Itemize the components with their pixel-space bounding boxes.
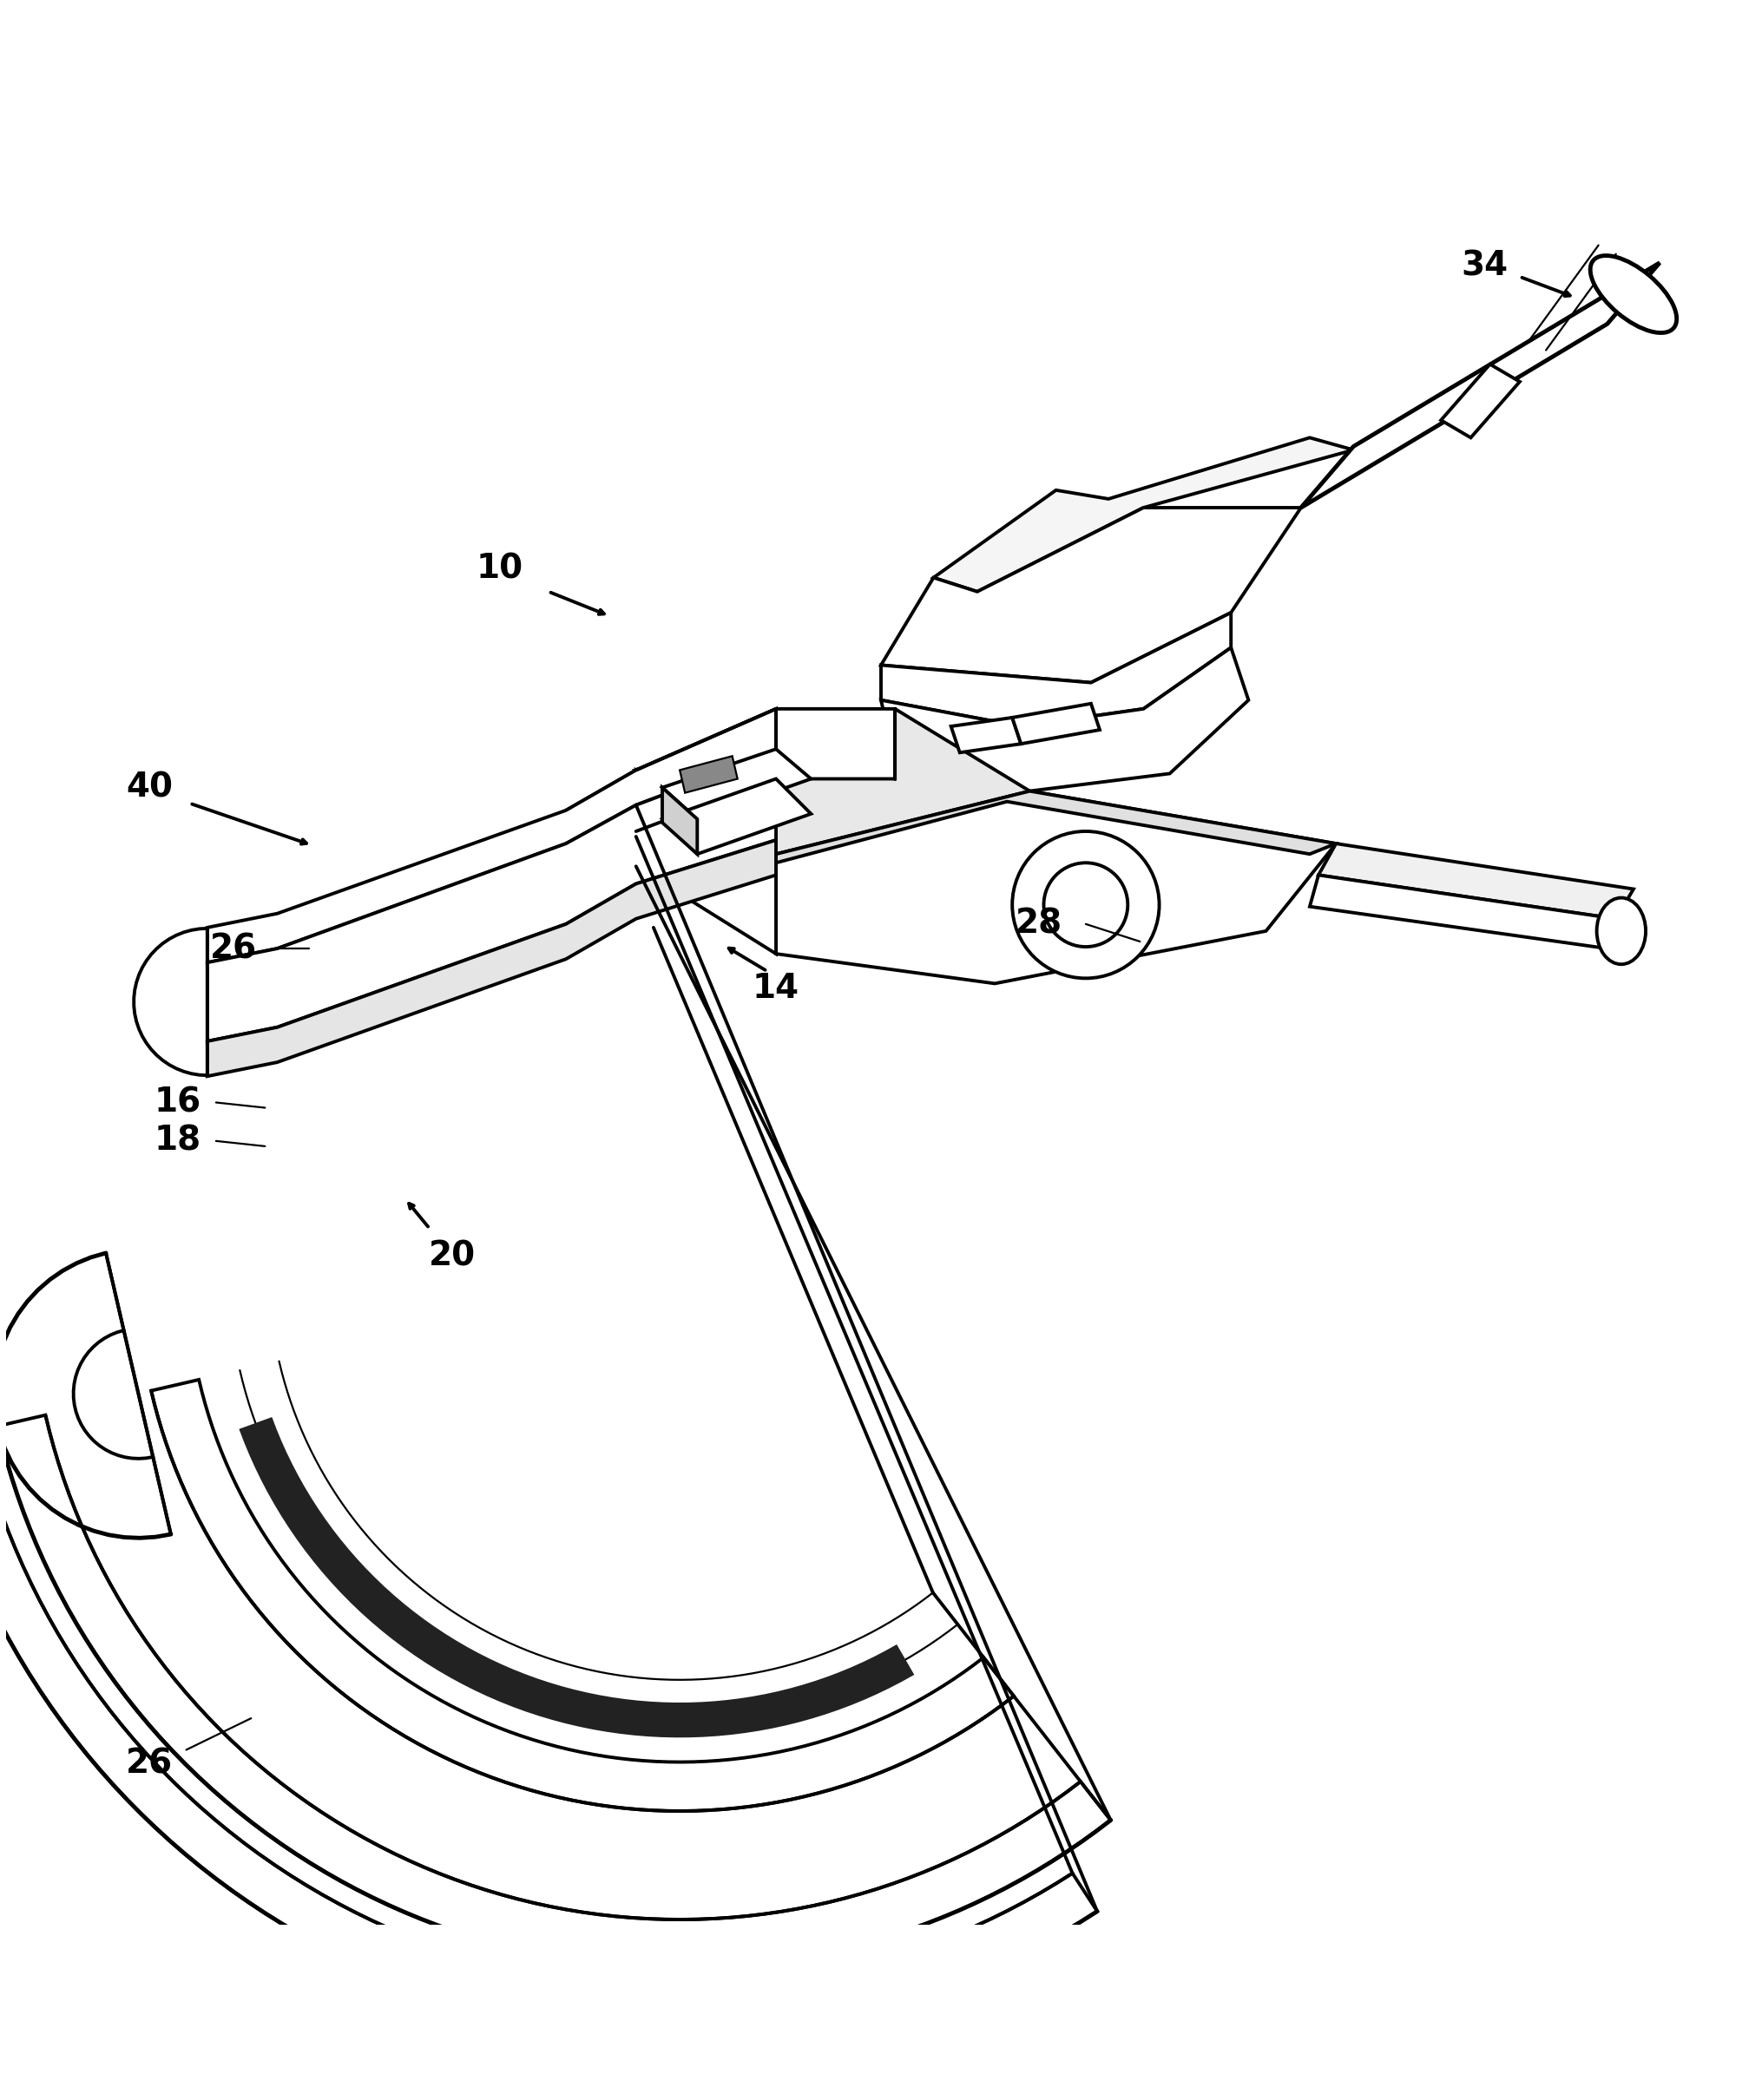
Text: 40: 40 [127,771,173,804]
Circle shape [1011,832,1159,979]
Circle shape [1043,863,1128,947]
Polygon shape [680,756,738,794]
Text: 26: 26 [210,932,257,966]
Polygon shape [636,710,1029,855]
Polygon shape [775,792,1336,863]
Polygon shape [881,508,1300,682]
Text: 16: 16 [153,1086,201,1119]
Text: 14: 14 [752,972,800,1006]
Polygon shape [240,1418,914,1737]
Polygon shape [934,437,1353,592]
Text: 28: 28 [1015,907,1062,941]
Polygon shape [1011,704,1099,743]
Polygon shape [636,771,775,953]
Polygon shape [566,771,636,907]
Polygon shape [1300,262,1660,508]
Polygon shape [775,792,1336,983]
Polygon shape [1309,876,1616,949]
Text: 26: 26 [127,1747,173,1781]
Text: 34: 34 [1461,250,1508,284]
Text: 20: 20 [428,1239,476,1273]
Polygon shape [208,710,775,962]
Polygon shape [881,647,1249,792]
Polygon shape [0,1331,1098,2035]
Polygon shape [1318,844,1633,920]
Polygon shape [46,1390,1080,1919]
Polygon shape [663,750,811,819]
Polygon shape [0,1415,1110,1968]
Polygon shape [152,1380,1013,1810]
Polygon shape [1441,363,1521,437]
Text: 18: 18 [153,1124,201,1157]
Polygon shape [951,718,1020,752]
Polygon shape [663,788,698,855]
Ellipse shape [1591,256,1677,332]
Polygon shape [663,779,811,855]
Polygon shape [636,710,895,832]
Ellipse shape [1596,899,1646,964]
Polygon shape [881,613,1232,727]
Text: 10: 10 [476,552,523,586]
Polygon shape [208,752,775,1042]
Polygon shape [208,840,775,1075]
